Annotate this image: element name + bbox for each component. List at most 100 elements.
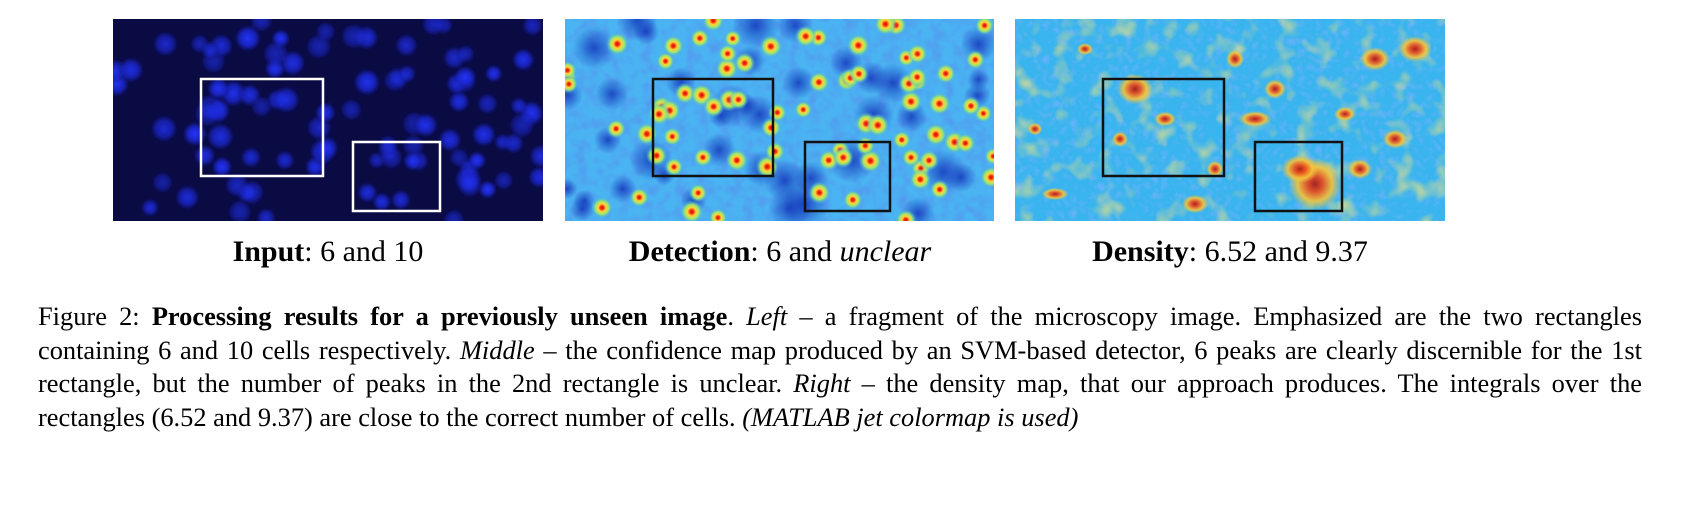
cell-blob: [174, 184, 201, 211]
density-hot-spots: [1027, 36, 1432, 214]
density-hot-spot: [1181, 194, 1209, 214]
low-confidence-patch: [565, 178, 578, 200]
confidence-peak: [961, 96, 981, 116]
cell-blob: [521, 19, 543, 37]
cell-blob: [149, 113, 179, 144]
density-hot-spot: [1264, 79, 1286, 99]
density-hot-spot: [1382, 129, 1408, 149]
confidence-peak: [855, 135, 876, 156]
cell-blob: [528, 143, 543, 170]
density-hot-spot: [1398, 36, 1432, 62]
confidence-peak: [808, 71, 830, 93]
confidence-peak: [866, 113, 890, 137]
cell-blob: [509, 96, 529, 116]
cell-blob: [239, 146, 263, 169]
right-description: – the density map, that our approach pro…: [38, 368, 1642, 432]
cell-blob: [150, 170, 175, 195]
cell-blob: [339, 97, 364, 122]
rectangle-2: [803, 140, 892, 213]
confidence-peak: [591, 196, 613, 219]
confidence-peak: [688, 183, 708, 203]
cell-blob: [238, 178, 266, 207]
density-hot-spot: [1041, 187, 1069, 201]
cell-blob: [192, 99, 222, 129]
detection-caption-italic: unclear: [839, 235, 932, 268]
low-confidence-patch: [872, 62, 914, 104]
figure-number: Figure 2:: [38, 301, 152, 331]
cell-blob: [339, 21, 369, 51]
confidence-peak: [764, 141, 786, 162]
confidence-peak: [794, 25, 817, 48]
confidence-peak: [656, 51, 675, 71]
cell-blob: [274, 149, 296, 171]
input-image-panel: [113, 19, 543, 221]
cell-blob: [456, 171, 484, 199]
density-hot-spot: [1076, 43, 1094, 55]
confidence-peak: [832, 146, 854, 169]
confidence-peak: [645, 144, 668, 167]
cell-blob: [507, 110, 537, 140]
density-caption-text: : 6.52 and 9.37: [1188, 235, 1368, 268]
cell-blob: [397, 64, 417, 84]
confidence-peak: [918, 150, 940, 171]
confidence-peak: [848, 63, 869, 84]
cell-blob: [206, 76, 231, 101]
cell-blob: [352, 67, 382, 97]
cell-blob: [453, 64, 478, 90]
confidence-peak: [664, 157, 684, 177]
cell-blob: [151, 30, 179, 58]
confidence-peak: [842, 189, 863, 210]
cell-blob: [402, 150, 423, 172]
confidence-peak: [935, 63, 957, 84]
density-caption-bold: Density: [1092, 235, 1189, 268]
cell-blob: [448, 146, 470, 169]
cell-blob: [255, 207, 277, 221]
density-hot-spot: [1111, 131, 1129, 147]
density-hot-spot: [1238, 111, 1272, 127]
low-confidence-patch: [595, 77, 629, 111]
cell-blob: [205, 121, 236, 152]
left-label: Left: [746, 301, 788, 331]
density-hot-spot: [1225, 49, 1245, 69]
density-map-panel: [1015, 19, 1445, 221]
density-panel-caption: Density: 6.52 and 9.37: [1015, 234, 1445, 270]
confidence-peak: [635, 122, 659, 146]
detection-confidence-map: [565, 19, 994, 221]
low-confidence-patch: [570, 196, 595, 221]
confidence-peak: [794, 100, 813, 119]
cell-blob: [400, 133, 426, 159]
cell-blob: [437, 127, 463, 153]
cell-blob: [192, 143, 217, 168]
input-cells: [113, 19, 543, 221]
figure-caption: Figure 2: Processing results for a previ…: [38, 300, 1642, 434]
cell-blob: [441, 208, 466, 221]
confidence-peak: [647, 102, 671, 126]
confidence-peak: [974, 19, 994, 36]
confidence-peak: [899, 90, 923, 114]
detection-caption-bold: Detection: [628, 235, 751, 268]
left-description: – a fragment of the microscopy image. Em…: [38, 301, 1642, 365]
cell-blob: [447, 90, 471, 114]
confidence-peak: [924, 123, 948, 147]
density-hot-spot: [1359, 47, 1391, 71]
cell-blob: [470, 121, 497, 148]
detection-caption-text: : 6 and: [750, 235, 840, 268]
cell-blob: [484, 64, 503, 83]
cell-blob: [233, 23, 263, 53]
confidence-peak: [927, 92, 952, 116]
density-hot-spot: [1281, 154, 1319, 184]
confidence-peak: [892, 130, 912, 150]
confidence-peak: [689, 28, 710, 49]
detection-panel-caption: Detection: 6 and unclear: [565, 234, 995, 270]
cell-blob: [271, 84, 302, 115]
cell-blob: [371, 191, 392, 213]
cell-blob: [389, 188, 412, 211]
cell-blob: [314, 135, 340, 161]
confidence-peak: [708, 208, 728, 221]
low-confidence-patch: [781, 66, 816, 100]
confidence-peak: [605, 32, 630, 56]
confidence-peak: [807, 181, 831, 205]
rectangle-1: [1101, 77, 1226, 178]
cell-blob: [412, 112, 439, 139]
density-hot-spot: [1153, 111, 1177, 127]
